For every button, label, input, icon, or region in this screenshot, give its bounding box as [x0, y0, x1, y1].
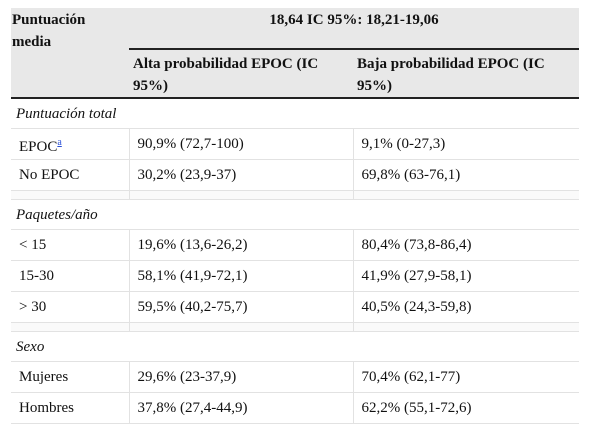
low-probability-header: Baja probabilidad EPOC (IC 95%) [353, 49, 580, 99]
table-row: Hombres 37,8% (27,4-44,9) 62,2% (55,1-72… [11, 392, 580, 424]
low-probability-cell: 40,5% (24,3-59,8) [352, 291, 580, 323]
section-title: Sexo [11, 331, 580, 362]
score-ci-header: 18,64 IC 95%: 18,21-19,06 [129, 8, 580, 50]
table-row: > 30 59,5% (40,2-75,7) 40,5% (24,3-59,8) [11, 291, 580, 323]
section-title: Paquetes/año [11, 199, 580, 230]
low-probability-cell: 80,4% (73,8-86,4) [352, 229, 580, 261]
low-probability-cell: 70,4% (62,1-77) [352, 361, 580, 393]
section-spacer [11, 190, 580, 200]
high-probability-cell: 19,6% (13,6-26,2) [128, 229, 353, 261]
table-row: EPOCa 90,9% (72,7-100) 9,1% (0-27,3) [11, 128, 580, 160]
results-table: Puntuación media 18,64 IC 95%: 18,21-19,… [11, 8, 580, 424]
table-row: No EPOC 30,2% (23,9-37) 69,8% (63-76,1) [11, 159, 580, 191]
row-label: > 30 [11, 291, 129, 323]
row-label: No EPOC [11, 159, 129, 191]
section-row: Puntuación total [11, 98, 580, 129]
high-probability-cell: 29,6% (23-37,9) [128, 361, 353, 393]
row-label: Mujeres [11, 361, 129, 393]
low-probability-cell: 9,1% (0-27,3) [352, 128, 580, 160]
low-probability-cell: 62,2% (55,1-72,6) [352, 392, 580, 424]
section-row: Paquetes/año [11, 199, 580, 230]
table-row: < 15 19,6% (13,6-26,2) 80,4% (73,8-86,4) [11, 229, 580, 261]
table-row: 15-30 58,1% (41,9-72,1) 41,9% (27,9-58,1… [11, 260, 580, 292]
high-probability-cell: 37,8% (27,4-44,9) [128, 392, 353, 424]
table-row: Mujeres 29,6% (23-37,9) 70,4% (62,1-77) [11, 361, 580, 393]
high-probability-header: Alta probabilidad EPOC (IC 95%) [129, 49, 353, 99]
row-label: < 15 [11, 229, 129, 261]
high-probability-cell: 59,5% (40,2-75,7) [128, 291, 353, 323]
section-spacer [11, 322, 580, 332]
low-probability-cell: 69,8% (63-76,1) [352, 159, 580, 191]
section-title: Puntuación total [11, 98, 580, 129]
high-probability-cell: 90,9% (72,7-100) [128, 128, 353, 160]
low-probability-cell: 41,9% (27,9-58,1) [352, 260, 580, 292]
footnote-link[interactable]: a [57, 137, 62, 148]
row-label: Hombres [11, 392, 129, 424]
row-label: 15-30 [11, 260, 129, 292]
high-probability-cell: 58,1% (41,9-72,1) [128, 260, 353, 292]
row-label: EPOCa [11, 128, 129, 160]
row-label-header: Puntuación media [11, 8, 129, 99]
high-probability-cell: 30,2% (23,9-37) [128, 159, 353, 191]
section-row: Sexo [11, 331, 580, 362]
